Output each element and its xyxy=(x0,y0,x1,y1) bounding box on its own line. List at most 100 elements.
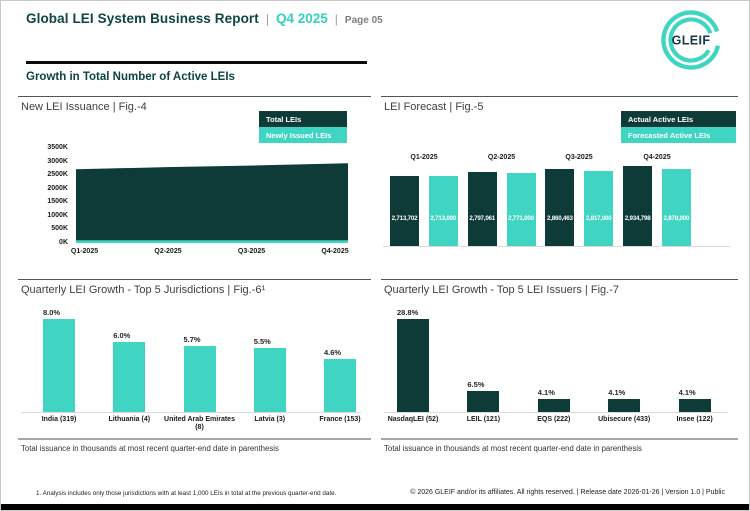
category-label: Insee (122) xyxy=(676,416,713,423)
bar-value-label: 2,797,061 xyxy=(469,214,496,222)
bottom-bar xyxy=(1,504,749,510)
bar-actual: 2,934,798 xyxy=(623,166,653,246)
y-tick: 2500K xyxy=(47,171,68,179)
header-rule xyxy=(26,61,367,64)
separator: | xyxy=(334,12,338,26)
bar-value-label: 2,713,702 xyxy=(391,214,418,222)
bar-actual: 2,860,463 xyxy=(545,169,575,246)
section-title: Growth in Total Number of Active LEIs xyxy=(26,71,235,83)
pct-label: 4.1% xyxy=(608,387,626,397)
x-tick: Q2-2025 xyxy=(154,248,182,255)
legend-forecasted-active-leis: Forecasted Active LEIs xyxy=(621,127,736,143)
bar-value-label: 2,860,463 xyxy=(547,214,573,222)
baseline-fig5 xyxy=(383,246,730,247)
y-tick: 0K xyxy=(59,238,68,246)
chart-title-fig4: New LEI Issuance | Fig.-4 xyxy=(21,101,147,113)
x-tick: Q3-2025 xyxy=(237,248,266,255)
footnote: 1. Analysis includes only those jurisdic… xyxy=(36,490,337,497)
panel-top-rule xyxy=(18,96,371,97)
panel-top5-lei-issuers: Quarterly LEI Growth - Top 5 LEI Issuers… xyxy=(381,279,738,459)
panel-top-rule xyxy=(381,279,738,280)
gleif-logo-text: GLEIF xyxy=(672,34,711,48)
page-number: Page 05 xyxy=(344,15,383,26)
header: Global LEI System Business Report | Q4 2… xyxy=(26,11,383,26)
category-label: NasdaqLEI (52) xyxy=(387,416,439,423)
legend-fig5: Actual Active LEIs Forecasted Active LEI… xyxy=(621,111,736,143)
pct-label: 28.8% xyxy=(397,307,419,317)
quarter-label: Q2-2025 xyxy=(487,154,516,161)
bar-value-label: 2,878,000 xyxy=(663,214,690,222)
note-rule xyxy=(381,438,738,440)
note-fig7: Total issuance in thousands at most rece… xyxy=(384,444,642,453)
panel-top-rule xyxy=(381,96,738,97)
bar-forecast: 2,817,000 xyxy=(584,171,614,246)
bar-forecast: 2,713,000 xyxy=(428,176,458,246)
growth-bar xyxy=(537,398,570,412)
pct-label: 4.6% xyxy=(324,347,342,357)
category-label: EQS (222) xyxy=(537,416,571,423)
category-label: United Arab Emirates (8) xyxy=(164,416,235,432)
category-label: Latvia (3) xyxy=(254,416,286,423)
report-title: Global LEI System Business Report xyxy=(26,11,259,26)
growth-bar xyxy=(324,358,356,412)
baseline-fig6 xyxy=(21,412,361,413)
chart-title-fig5: LEI Forecast | Fig.-5 xyxy=(384,101,484,113)
growth-bar xyxy=(253,348,286,412)
panel-new-lei-issuance: New LEI Issuance | Fig.-4 Total LEIs New… xyxy=(18,96,371,276)
gleif-logo-icon: GLEIF xyxy=(659,7,723,78)
bar-actual: 2,797,061 xyxy=(467,172,497,246)
pct-label: 5.7% xyxy=(183,334,201,344)
report-period: Q4 2025 xyxy=(275,11,328,26)
legend-total-leis: Total LEIs xyxy=(259,111,347,127)
note-fig6: Total issuance in thousands at most rece… xyxy=(21,444,279,453)
growth-bar xyxy=(113,342,146,412)
y-tick: 1000K xyxy=(47,211,68,219)
copyright: © 2026 GLEIF and/or its affiliates. All … xyxy=(410,489,725,496)
panel-top5-jurisdictions: Quarterly LEI Growth - Top 5 Jurisdictio… xyxy=(18,279,371,459)
growth-bar xyxy=(397,318,429,412)
separator: | xyxy=(265,12,269,26)
chart-title-fig7: Quarterly LEI Growth - Top 5 LEI Issuers… xyxy=(384,284,619,296)
pct-label: 8.0% xyxy=(43,307,61,317)
x-tick: Q4-2025 xyxy=(321,248,349,255)
bar-forecast: 2,771,000 xyxy=(506,173,536,246)
panel-top-rule xyxy=(18,279,371,280)
bar-value-label: 2,817,000 xyxy=(585,214,612,222)
quarter-label: Q4-2025 xyxy=(643,154,671,161)
bar-value-label: 2,934,798 xyxy=(624,214,651,222)
category-label: France (153) xyxy=(319,416,361,423)
baseline-fig7 xyxy=(384,412,728,413)
legend-actual-active-leis: Actual Active LEIs xyxy=(621,111,736,127)
growth-bar xyxy=(467,391,500,412)
total-leis-area xyxy=(76,163,348,243)
panel-lei-forecast: LEI Forecast | Fig.-5 Actual Active LEIs… xyxy=(381,96,738,276)
quarter-label: Q1-2025 xyxy=(410,154,438,161)
category-label: LEIL (121) xyxy=(466,416,501,423)
bar-value-label: 2,771,000 xyxy=(508,214,534,222)
growth-bar xyxy=(608,398,641,412)
x-tick: Q1-2025 xyxy=(70,248,99,255)
growth-bar xyxy=(183,345,216,412)
y-tick: 3000K xyxy=(47,157,68,165)
legend-fig4: Total LEIs Newly Issued LEIs xyxy=(259,111,347,143)
category-label: India (319) xyxy=(41,416,77,423)
pct-label: 4.1% xyxy=(678,387,696,397)
note-rule xyxy=(18,438,371,440)
pct-label: 5.5% xyxy=(253,337,271,347)
y-tick: 1500K xyxy=(47,198,68,206)
pct-label: 6.5% xyxy=(467,380,485,389)
growth-bar xyxy=(678,398,711,412)
legend-newly-issued-leis: Newly Issued LEIs xyxy=(259,127,347,143)
category-label: Ubisecure (433) xyxy=(598,416,651,423)
y-tick: 3500K xyxy=(47,144,68,151)
area-chart-svg xyxy=(76,163,348,243)
bar-value-label: 2,713,000 xyxy=(430,214,457,222)
y-tick: 2000K xyxy=(47,184,68,192)
category-label: Lithuania (4) xyxy=(108,416,151,423)
pct-label: 4.1% xyxy=(537,387,555,397)
growth-bar xyxy=(43,318,75,412)
bar-actual: 2,713,702 xyxy=(390,176,419,246)
y-tick: 500K xyxy=(51,225,68,233)
chart-title-fig6: Quarterly LEI Growth - Top 5 Jurisdictio… xyxy=(21,284,266,296)
